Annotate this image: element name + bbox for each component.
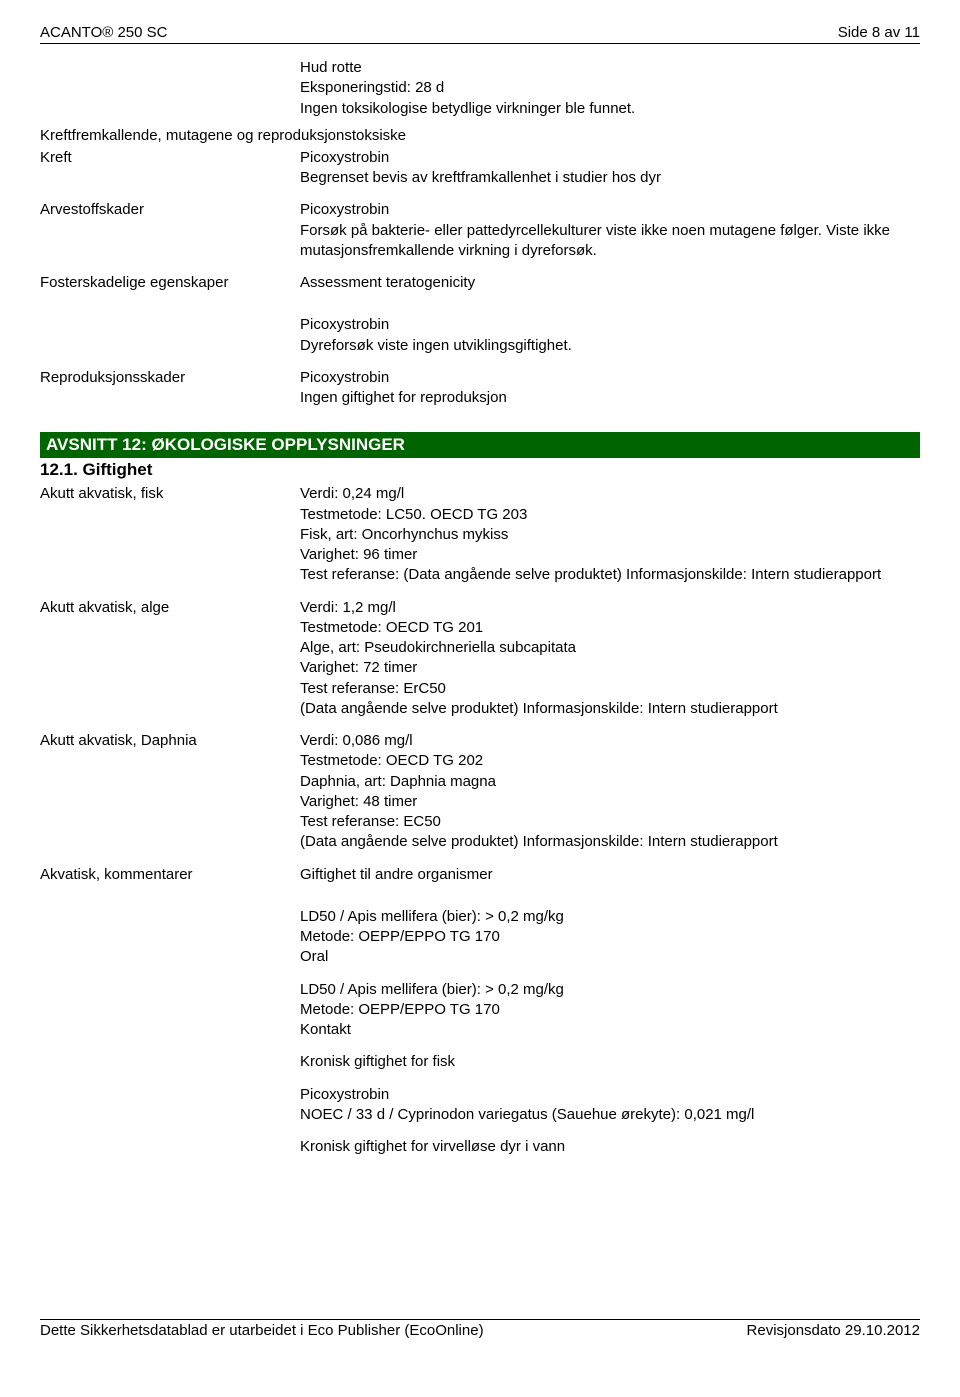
value-line: Varighet: 96 timer [300, 545, 920, 565]
value-line: Daphnia, art: Daphnia magna [300, 772, 920, 792]
section-12-header: AVSNITT 12: ØKOLOGISKE OPPLYSNINGER [40, 432, 920, 458]
value-line: Varighet: 48 timer [300, 792, 920, 812]
value-line: Testmetode: OECD TG 202 [300, 751, 920, 771]
page-number: Side 8 av 11 [838, 24, 920, 41]
value-line: Assessment teratogenicity [300, 273, 920, 293]
value-line: NOEC / 33 d / Cyprinodon variegatus (Sau… [300, 1105, 920, 1125]
kv-label: Akutt akvatisk, alge [40, 598, 300, 730]
kv-value: Picoxystrobin Begrenset bevis av kreftfr… [300, 148, 920, 189]
value-line: Test referanse: ErC50 [300, 679, 920, 699]
kv-label: Fosterskadelige egenskaper [40, 273, 300, 303]
value-line: Ingen giftighet for reproduksjon [300, 388, 920, 408]
value-line: Metode: OEPP/EPPO TG 170 [300, 927, 920, 947]
kv-label: Kreft [40, 148, 300, 199]
kv-row-alge: Akutt akvatisk, alge Verdi: 1,2 mg/l Tes… [40, 598, 920, 730]
intro-line: Eksponeringstid: 28 d [300, 78, 920, 98]
kv-row-daphnia: Akutt akvatisk, Daphnia Verdi: 0,086 mg/… [40, 731, 920, 863]
value-line: Test referanse: (Data angående selve pro… [300, 565, 920, 585]
orphan-block: Kronisk giftighet for virvelløse dyr i v… [300, 1137, 920, 1157]
value-line: Forsøk på bakterie- eller pattedyrcellek… [300, 221, 920, 262]
footer-right: Revisjonsdato 29.10.2012 [747, 1322, 920, 1339]
value-line: Fisk, art: Oncorhynchus mykiss [300, 525, 920, 545]
value-line: Picoxystrobin [300, 200, 920, 220]
kv-row-fisk: Akutt akvatisk, fisk Verdi: 0,24 mg/l Te… [40, 484, 920, 595]
value-line: Varighet: 72 timer [300, 658, 920, 678]
value-line: Kronisk giftighet for virvelløse dyr i v… [300, 1137, 920, 1157]
kv-row-reproduksjon: Reproduksjonsskader Picoxystrobin Ingen … [40, 368, 920, 419]
orphan-block: LD50 / Apis mellifera (bier): > 0,2 mg/k… [300, 907, 920, 968]
value-line: Picoxystrobin [300, 368, 920, 388]
value-line: Testmetode: OECD TG 201 [300, 618, 920, 638]
value-line: Begrenset bevis av kreftframkallenhet i … [300, 168, 920, 188]
value-line: Metode: OEPP/EPPO TG 170 [300, 1000, 920, 1020]
value-line: Picoxystrobin [300, 315, 920, 335]
intro-line: Ingen toksikologise betydlige virkninger… [300, 99, 920, 119]
value-line: LD50 / Apis mellifera (bier): > 0,2 mg/k… [300, 907, 920, 927]
kv-row-kommentarer: Akvatisk, kommentarer Giftighet til andr… [40, 865, 920, 895]
repro-title: Kreftfremkallende, mutagene og reproduks… [40, 127, 920, 144]
product-name: ACANTO® 250 SC [40, 24, 168, 41]
kv-value: Picoxystrobin Ingen giftighet for reprod… [300, 368, 920, 409]
value-line: Testmetode: LC50. OECD TG 203 [300, 505, 920, 525]
value-line: Verdi: 0,24 mg/l [300, 484, 920, 504]
kv-label: Akutt akvatisk, fisk [40, 484, 300, 595]
value-line: Kronisk giftighet for fisk [300, 1052, 920, 1072]
orphan-block: Picoxystrobin NOEC / 33 d / Cyprinodon v… [300, 1085, 920, 1126]
kv-value: Giftighet til andre organismer [300, 865, 920, 885]
value-line: Oral [300, 947, 920, 967]
kv-label: Akutt akvatisk, Daphnia [40, 731, 300, 863]
value-line: (Data angående selve produktet) Informas… [300, 832, 920, 852]
value-line: (Data angående selve produktet) Informas… [300, 699, 920, 719]
value-line: Kontakt [300, 1020, 920, 1040]
value-line: Test referanse: EC50 [300, 812, 920, 832]
sds-page: ACANTO® 250 SC Side 8 av 11 Hud rotte Ek… [0, 0, 960, 1357]
kv-label: Arvestoffskader [40, 200, 300, 271]
kv-label: Akvatisk, kommentarer [40, 865, 300, 895]
intro-line: Hud rotte [300, 58, 920, 78]
kv-row-arvestoff: Arvestoffskader Picoxystrobin Forsøk på … [40, 200, 920, 271]
kv-row-kreft: Kreft Picoxystrobin Begrenset bevis av k… [40, 148, 920, 199]
value-line: LD50 / Apis mellifera (bier): > 0,2 mg/k… [300, 980, 920, 1000]
intro-text: Hud rotte Eksponeringstid: 28 d Ingen to… [300, 58, 920, 119]
orphan-block: LD50 / Apis mellifera (bier): > 0,2 mg/k… [300, 980, 920, 1041]
kv-value: Assessment teratogenicity [300, 273, 920, 293]
kv-value: Verdi: 1,2 mg/l Testmetode: OECD TG 201 … [300, 598, 920, 720]
kv-label: Reproduksjonsskader [40, 368, 300, 419]
section-12-1-heading: 12.1. Giftighet [40, 460, 920, 480]
value-line: Dyreforsøk viste ingen utviklingsgiftigh… [300, 336, 920, 356]
value-line: Picoxystrobin [300, 148, 920, 168]
kv-value: Verdi: 0,086 mg/l Testmetode: OECD TG 20… [300, 731, 920, 853]
value-line: Alge, art: Pseudokirchneriella subcapita… [300, 638, 920, 658]
orphan-block: Kronisk giftighet for fisk [300, 1052, 920, 1072]
footer-left: Dette Sikkerhetsdatablad er utarbeidet i… [40, 1322, 484, 1339]
value-line: Verdi: 1,2 mg/l [300, 598, 920, 618]
orphan-block: Picoxystrobin Dyreforsøk viste ingen utv… [300, 315, 920, 356]
value-line: Picoxystrobin [300, 1085, 920, 1105]
page-footer: Dette Sikkerhetsdatablad er utarbeidet i… [40, 1319, 920, 1339]
kv-value: Verdi: 0,24 mg/l Testmetode: LC50. OECD … [300, 484, 920, 585]
value-line: Giftighet til andre organismer [300, 865, 920, 885]
kv-value: Picoxystrobin Forsøk på bakterie- eller … [300, 200, 920, 261]
page-header: ACANTO® 250 SC Side 8 av 11 [40, 24, 920, 44]
value-line: Verdi: 0,086 mg/l [300, 731, 920, 751]
kv-row-foster: Fosterskadelige egenskaper Assessment te… [40, 273, 920, 303]
